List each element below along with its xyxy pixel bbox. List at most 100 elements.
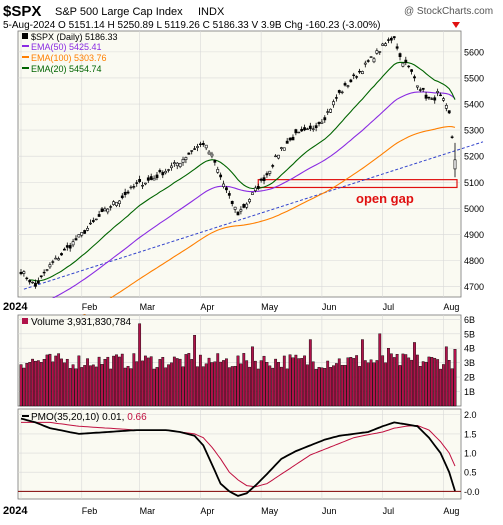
- volume-bar: [68, 368, 72, 407]
- trendline: [23, 141, 484, 290]
- volume-bar: [291, 357, 295, 407]
- candle-body: [277, 154, 280, 159]
- volume-y-tick-label: 2B: [464, 373, 475, 383]
- volume-bar: [207, 357, 211, 407]
- volume-bar: [181, 366, 185, 407]
- volume-bar: [378, 333, 382, 407]
- x-tick-label-bottom: Jun: [322, 506, 337, 516]
- candle-body: [253, 187, 257, 191]
- candle-body: [138, 179, 142, 182]
- candle-body: [248, 199, 251, 203]
- candle-body: [106, 208, 110, 213]
- legend: $SPX (Daily) 5186.33 EMA(50) 5425.41 EMA…: [22, 32, 118, 74]
- volume-bar: [135, 361, 139, 407]
- candle-body: [129, 186, 133, 189]
- volume-y-tick-label: 3B: [464, 358, 475, 368]
- candle-body: [442, 98, 445, 101]
- candles: [19, 36, 457, 289]
- candle-body: [219, 174, 223, 178]
- volume-bar: [300, 358, 304, 407]
- candle-body: [395, 46, 399, 49]
- candle-body: [271, 165, 275, 167]
- exchange-label: INDX: [198, 6, 225, 18]
- volume-bar: [311, 361, 315, 407]
- volume-bar: [213, 361, 217, 407]
- candle-body: [34, 282, 37, 287]
- price-y-tick-label: 5000: [464, 204, 484, 214]
- volume-bar: [361, 339, 364, 407]
- candle-body: [306, 128, 309, 130]
- volume-bar: [453, 349, 457, 407]
- candle-body: [378, 51, 382, 53]
- price-y-tick-label: 5400: [464, 100, 484, 110]
- volume-bar: [427, 356, 431, 407]
- volume-bar: [236, 355, 240, 407]
- candle-body: [91, 220, 95, 222]
- pmo-label-prefix: PMO(35,20,10): [31, 412, 99, 423]
- volume-bar: [317, 367, 321, 407]
- volume-bar: [242, 353, 246, 407]
- candle-body: [262, 177, 266, 182]
- candle-body: [361, 71, 364, 74]
- x-tick-label-top: Aug: [443, 302, 459, 312]
- price-grid: [18, 31, 461, 297]
- volume-bar: [97, 356, 101, 407]
- candle-body: [381, 43, 385, 46]
- candle-body: [314, 125, 318, 128]
- volume-bar: [329, 367, 332, 407]
- volume-bar: [369, 359, 373, 407]
- volume-bar: [314, 368, 318, 407]
- ema50-line: [43, 91, 456, 303]
- volume-bar: [225, 358, 228, 407]
- price-y-tick-label: 5600: [464, 47, 484, 57]
- candle-body: [187, 152, 191, 155]
- candle-body: [421, 87, 425, 90]
- candle-body: [74, 238, 78, 241]
- volume-bar: [282, 355, 286, 407]
- candle-body: [369, 56, 373, 58]
- candle-body: [204, 144, 208, 149]
- volume-bar: [71, 364, 75, 407]
- pmo-signal-line: [21, 421, 456, 488]
- volume-bar: [407, 357, 411, 407]
- candle-body: [207, 151, 211, 155]
- volume-bar: [80, 367, 84, 407]
- volume-bar: [129, 368, 133, 407]
- candle-body: [349, 79, 353, 83]
- candle-body: [346, 85, 350, 87]
- volume-bar: [259, 360, 263, 407]
- x-tick-label-bottom: Mar: [140, 506, 156, 516]
- volume-bar: [363, 360, 367, 407]
- volume-bar: [413, 342, 416, 407]
- volume-bar: [100, 364, 104, 407]
- volume-bar: [152, 368, 156, 407]
- candle-body: [36, 280, 40, 284]
- volume-bar: [358, 366, 361, 407]
- candle-body: [216, 169, 220, 173]
- volume-bar: [326, 360, 330, 407]
- candle-body: [334, 97, 338, 99]
- volume-bar: [404, 354, 408, 407]
- volume-bar: [196, 366, 199, 407]
- x-tick-label-top: 2024: [3, 301, 28, 313]
- candle-body: [115, 201, 118, 206]
- candle-body: [418, 89, 422, 91]
- legend-ema50: EMA(50) 5425.41: [31, 42, 102, 52]
- volume-bar: [323, 368, 327, 407]
- price-y-tick-label: 4800: [464, 256, 484, 266]
- volume-bar: [308, 339, 312, 407]
- candle-body: [170, 165, 173, 169]
- volume-bar: [340, 365, 344, 407]
- x-tick-label-top: Mar: [140, 302, 156, 312]
- candle-body: [135, 182, 139, 184]
- volume-bar: [210, 362, 214, 407]
- volume-bar: [372, 362, 376, 407]
- volume-bar: [187, 353, 191, 407]
- candle-body: [65, 245, 69, 248]
- volume-bar: [170, 362, 173, 407]
- candle-body: [198, 143, 202, 145]
- candle-body: [389, 37, 393, 41]
- candle-body: [172, 162, 176, 165]
- volume-bar: [31, 358, 34, 407]
